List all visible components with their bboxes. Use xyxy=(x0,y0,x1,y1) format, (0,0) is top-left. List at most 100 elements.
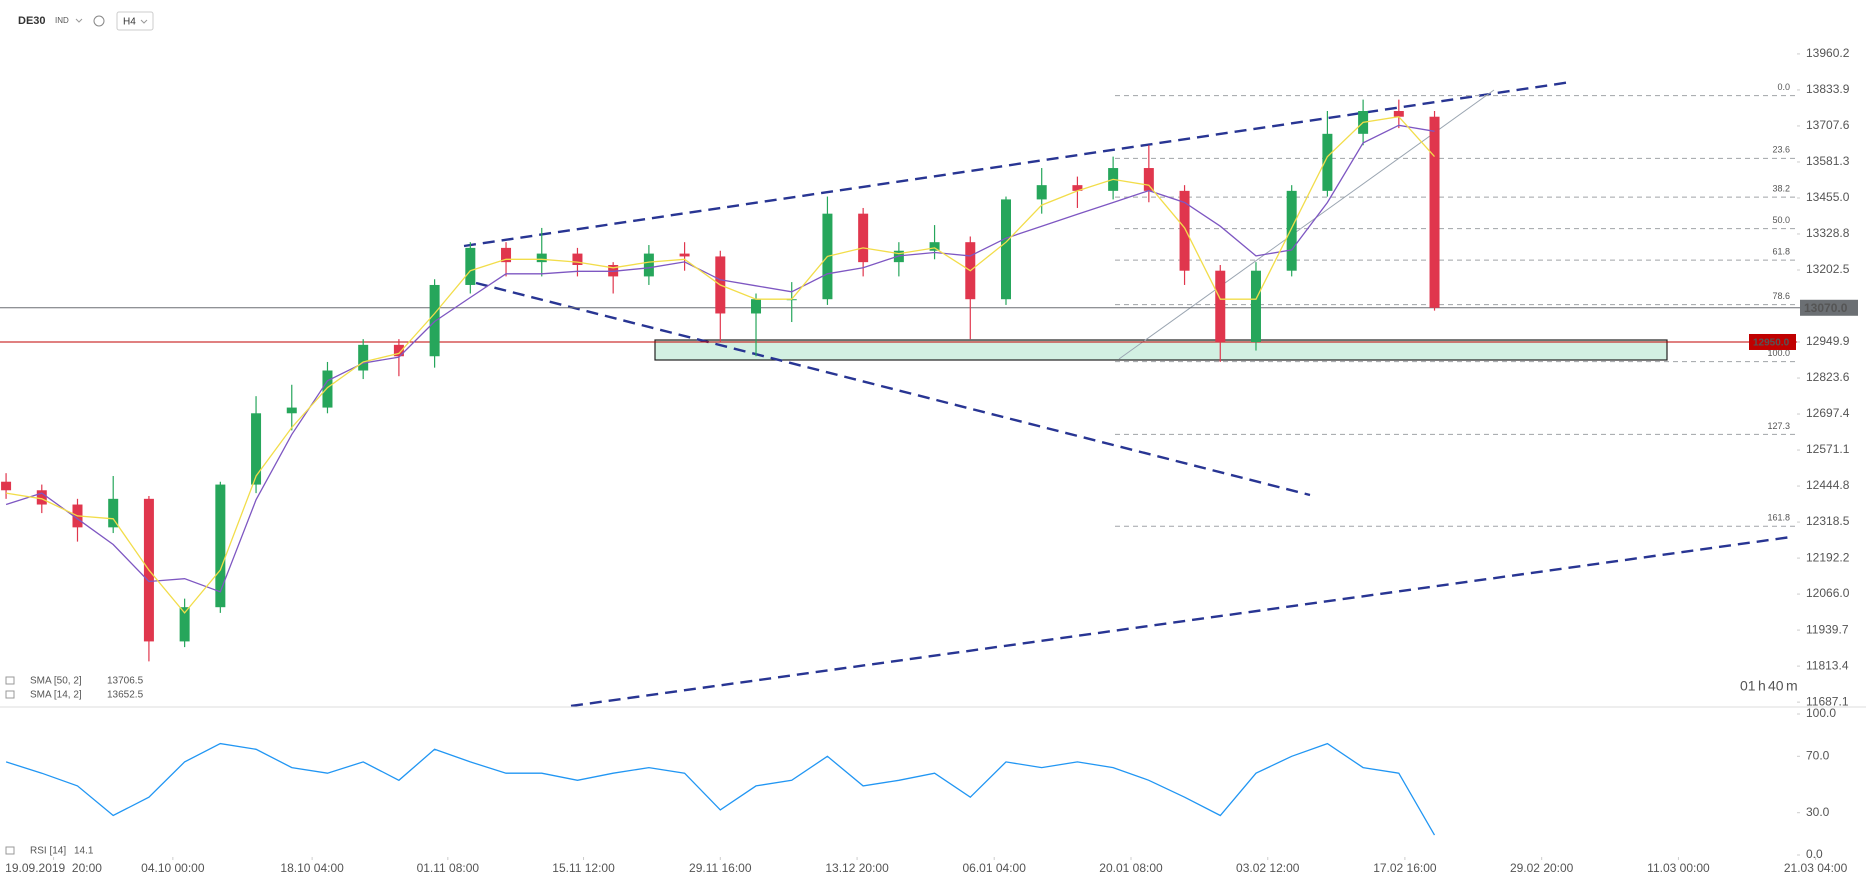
legend-value: 13706.5 xyxy=(107,676,144,687)
x-tick-label: 01.11 08:00 xyxy=(417,861,480,875)
y-tick-label: 30.0 xyxy=(1806,805,1830,819)
y-tick-label: 11813.4 xyxy=(1806,658,1849,672)
candle-body xyxy=(251,413,262,485)
y-tick-label: 12823.6 xyxy=(1806,370,1850,384)
x-tick-label: 20.01 08:00 xyxy=(1099,861,1163,875)
y-tick-label: 12571.1 xyxy=(1806,442,1850,456)
candle-body xyxy=(572,253,583,265)
countdown: m xyxy=(1786,678,1798,694)
candle-body xyxy=(322,370,333,408)
countdown: 01 xyxy=(1740,678,1756,694)
x-tick-label: 18.10 04:00 xyxy=(280,861,344,875)
y-tick-label: 12318.5 xyxy=(1806,514,1850,528)
x-tick-label: 29.02 20:00 xyxy=(1510,861,1574,875)
fib-label: 127.3 xyxy=(1767,421,1790,431)
plot-layer xyxy=(0,80,1800,708)
fib-label: 61.8 xyxy=(1772,247,1790,257)
candle-body xyxy=(108,498,119,528)
candle-body xyxy=(536,253,547,263)
fib-label: 161.8 xyxy=(1767,513,1790,523)
candle-body xyxy=(643,253,654,277)
candle-body xyxy=(1286,190,1297,271)
candle-body xyxy=(1036,185,1047,200)
y-tick-label: 12192.2 xyxy=(1806,550,1850,564)
fib-label: 100.0 xyxy=(1767,348,1790,358)
candle-body xyxy=(1215,270,1226,342)
dropdown-icon[interactable] xyxy=(140,19,148,24)
y-tick-label: 13202.5 xyxy=(1806,262,1850,276)
trend-line xyxy=(475,281,1311,497)
y-tick-label: 13455.0 xyxy=(1806,190,1850,204)
legend-icon xyxy=(5,846,15,855)
candle-body xyxy=(679,253,690,257)
fib-label: 0.0 xyxy=(1777,82,1790,92)
price-tag xyxy=(1749,333,1796,350)
x-tick-label: 06.01 04:00 xyxy=(963,861,1027,875)
y-tick-label: 0.0 xyxy=(1806,847,1823,861)
price-tag xyxy=(1800,299,1858,316)
legend-value: 13652.5 xyxy=(107,690,144,701)
candle-body xyxy=(751,299,762,314)
x-tick-label: 17.02 16:00 xyxy=(1373,861,1437,875)
y-tick-label: 13328.8 xyxy=(1806,226,1850,240)
symbol[interactable]: DE30 xyxy=(18,15,46,27)
rsi-label: RSI [14] xyxy=(30,846,66,857)
candle-body xyxy=(1393,111,1404,117)
legend-name: SMA [14, 2] xyxy=(30,690,82,701)
x-tick-label: 19.09.2019 20:00 xyxy=(5,861,102,875)
candle-body xyxy=(1000,199,1011,300)
y-tick-label: 13960.2 xyxy=(1806,46,1850,60)
y-tick-label: 12697.4 xyxy=(1806,406,1850,420)
x-tick-label: 03.02 12:00 xyxy=(1236,861,1300,875)
candle-body xyxy=(1250,270,1261,342)
x-tick-label: 21.03 04:00 xyxy=(1784,861,1848,875)
y-tick-label: 13833.9 xyxy=(1806,82,1850,96)
y-tick-label: 12444.8 xyxy=(1806,478,1850,492)
candle-body xyxy=(501,247,512,263)
sma-line xyxy=(5,124,1435,593)
candle-body xyxy=(1072,185,1083,191)
y-tick-label: 100.0 xyxy=(1806,706,1836,720)
price-tag-label: 13070.0 xyxy=(1804,301,1848,315)
dropdown-icon[interactable] xyxy=(75,18,83,23)
countdown: h xyxy=(1758,678,1766,694)
timeframe[interactable]: H4 xyxy=(123,17,136,28)
timeframe-box[interactable] xyxy=(116,11,154,31)
rsi-value: 14.1 xyxy=(74,846,94,857)
candle-body xyxy=(1,481,12,491)
y-tick-label: 12949.9 xyxy=(1806,334,1850,348)
fib-label: 38.2 xyxy=(1772,184,1790,194)
info-icon[interactable] xyxy=(93,15,105,27)
legend-icon xyxy=(5,676,15,685)
header: DE30 IND H4 xyxy=(18,11,154,31)
candle-body xyxy=(1322,133,1333,191)
trend-line xyxy=(463,80,1572,248)
candle-body xyxy=(929,242,940,251)
candle-body xyxy=(1429,116,1440,308)
x-tick-label: 13.12 20:00 xyxy=(825,861,889,875)
candle-body xyxy=(286,407,297,414)
candle-body xyxy=(215,484,226,608)
candle-body xyxy=(358,344,369,371)
y-tick-label: 12066.0 xyxy=(1806,586,1850,600)
candle-body xyxy=(429,284,440,357)
x-tick-label: 15.11 12:00 xyxy=(552,861,615,875)
y-tick-label: 70.0 xyxy=(1806,748,1830,762)
candle-body xyxy=(36,490,47,505)
x-tick-label: 11.03 00:00 xyxy=(1647,861,1710,875)
trend-line xyxy=(570,535,1792,708)
market: IND xyxy=(55,16,69,25)
fib-label: 23.6 xyxy=(1772,145,1790,155)
candle-body xyxy=(1143,168,1154,191)
fib-label: 50.0 xyxy=(1772,215,1790,225)
sma-line xyxy=(5,116,1435,614)
x-tick-label: 29.11 16:00 xyxy=(689,861,752,875)
support-zone xyxy=(654,339,1668,361)
x-tick-label: 04.10 00:00 xyxy=(141,861,205,875)
candle-body xyxy=(179,607,190,642)
y-tick-label: 13581.3 xyxy=(1806,154,1850,168)
y-tick-label: 11687.1 xyxy=(1806,694,1849,708)
fib-label: 78.6 xyxy=(1772,291,1790,301)
candle-body xyxy=(465,247,476,285)
